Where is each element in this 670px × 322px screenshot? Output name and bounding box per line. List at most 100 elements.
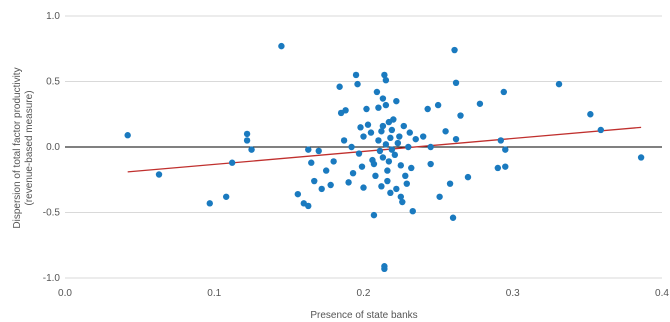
data-point [370, 160, 378, 168]
data-point [222, 193, 230, 200]
data-point [388, 126, 396, 134]
data-point [243, 130, 251, 138]
data-point [381, 71, 388, 79]
data-point [322, 167, 330, 174]
data-point [452, 135, 460, 143]
data-point [375, 104, 382, 111]
tick-labels: 1.0 0.5 0.0 -0.5 -1.0 0.0 0.1 0.2 0.3 0.4 [43, 11, 670, 299]
trendline-layer [127, 126, 642, 173]
data-point [457, 112, 464, 119]
data-point [315, 147, 322, 155]
data-point [382, 101, 390, 109]
data-point [405, 143, 412, 151]
data-point [420, 133, 427, 140]
data-point [378, 128, 385, 135]
x-tick-label: 0.4 [655, 288, 669, 299]
data-point [399, 198, 406, 206]
x-tick-label: 0.3 [506, 288, 520, 299]
data-point [308, 159, 315, 166]
data-point [393, 97, 400, 105]
data-point [294, 190, 302, 198]
data-point [452, 79, 460, 87]
data-point [278, 42, 285, 50]
data-point [379, 154, 387, 161]
data-point [370, 211, 378, 219]
data-point [387, 134, 394, 142]
data-point [248, 146, 255, 153]
data-point [464, 173, 472, 181]
data-point [360, 133, 367, 140]
data-point [587, 111, 594, 118]
data-point [403, 180, 410, 187]
data-point [352, 71, 360, 79]
data-point [311, 177, 318, 185]
y-axis-label-line-1: Dispersion of total factor productivity [12, 67, 23, 228]
data-point [408, 164, 415, 172]
data-point [367, 129, 375, 136]
data-point [376, 147, 384, 155]
y-axis-label-line-2: (revenue-based measure) [24, 90, 35, 205]
data-point [363, 105, 370, 113]
data-point [494, 164, 502, 172]
data-point [124, 132, 131, 139]
data-point [555, 80, 563, 88]
data-point [318, 185, 325, 193]
data-point [358, 163, 366, 170]
data-point [206, 200, 213, 207]
y-tick-label: 0.0 [46, 142, 60, 153]
data-point [502, 146, 509, 153]
x-tick-label: 0.1 [207, 288, 221, 299]
data-point [387, 189, 394, 197]
data-point [446, 180, 454, 187]
data-point [442, 128, 449, 135]
y-tick-label: -1.0 [43, 273, 61, 284]
data-point [381, 265, 388, 273]
x-tick-label: 0.2 [357, 288, 371, 299]
data-point [449, 214, 457, 221]
data-point [502, 163, 509, 170]
data-point [427, 143, 434, 151]
data-point [342, 107, 349, 114]
data-point [349, 170, 357, 177]
data-point [354, 80, 361, 88]
data-point [379, 95, 387, 102]
data-point [340, 137, 348, 144]
data-point [382, 76, 390, 84]
data-point [348, 143, 355, 151]
data-point [402, 172, 409, 180]
data-point [384, 177, 391, 185]
data-point [397, 193, 405, 200]
data-point [396, 133, 403, 140]
data-point [382, 141, 390, 148]
y-tick-label: 0.5 [46, 77, 60, 88]
data-point [406, 129, 413, 136]
data-point [305, 146, 312, 153]
data-point [436, 193, 443, 200]
y-tick-label: 1.0 [46, 11, 60, 22]
x-tick-label: 0.0 [58, 288, 72, 299]
data-point [412, 135, 419, 143]
x-axis-label: Presence of state banks [310, 310, 417, 321]
data-point [388, 146, 396, 153]
data-point [327, 181, 334, 189]
data-point [330, 158, 337, 165]
gridlines [65, 15, 662, 279]
data-point [360, 184, 367, 191]
data-point [305, 202, 312, 210]
data-point [400, 122, 407, 130]
data-point [243, 137, 251, 144]
data-point [397, 162, 405, 169]
data-point [434, 101, 442, 109]
data-point [637, 154, 645, 161]
data-point [378, 183, 385, 190]
data-point [364, 121, 372, 128]
data-point [379, 122, 387, 130]
data-point [424, 105, 431, 113]
data-point [451, 46, 458, 54]
data-point [373, 88, 381, 96]
data-point [336, 83, 343, 90]
data-point [500, 88, 507, 96]
data-points [124, 42, 645, 273]
data-point [409, 207, 416, 215]
